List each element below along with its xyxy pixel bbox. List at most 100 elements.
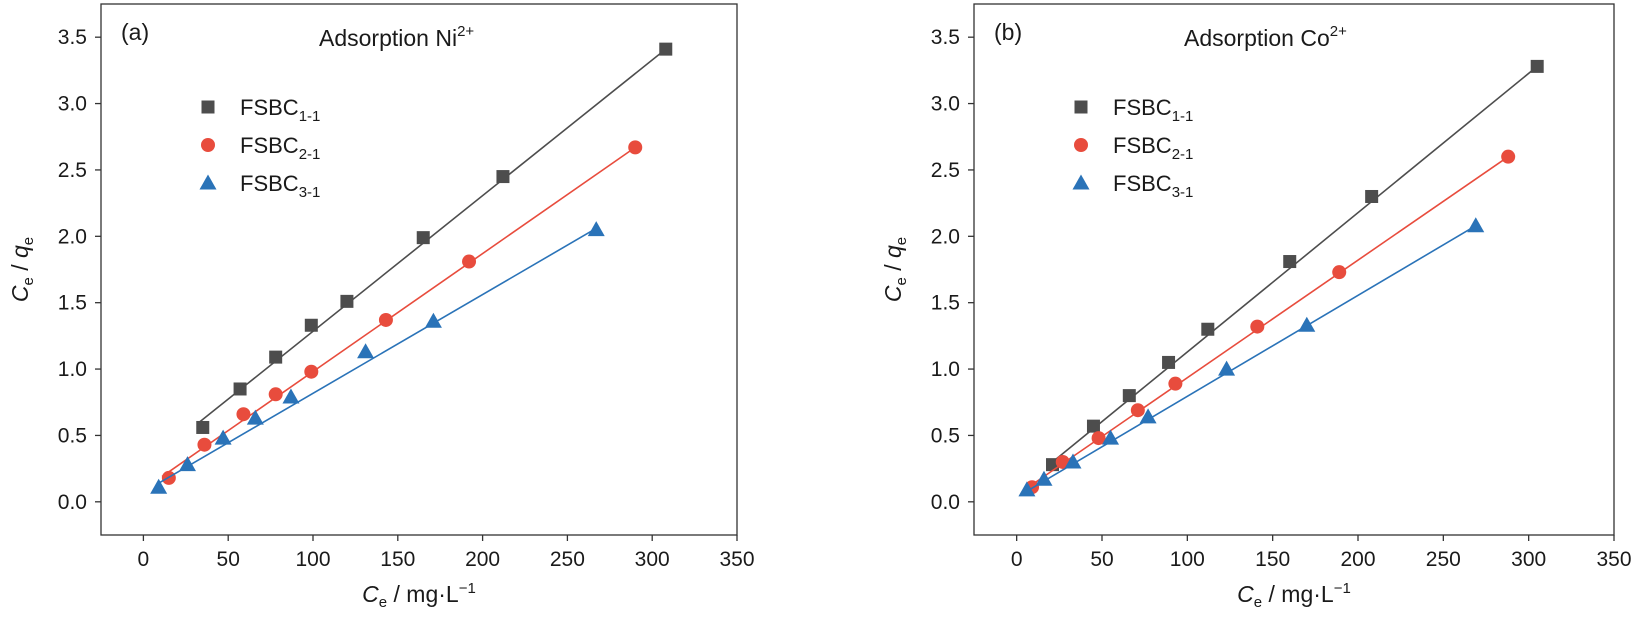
data-point (1122, 389, 1136, 403)
data-point (196, 420, 210, 434)
series-2-1 (161, 140, 643, 485)
x-tick-label: 0 (138, 548, 150, 571)
legend-label: FSBC3-1 (1113, 171, 1193, 201)
x-tick-label: 300 (635, 548, 670, 571)
data-point (1530, 59, 1544, 73)
fit-line (161, 146, 636, 478)
data-point (233, 382, 247, 396)
data-point (1086, 419, 1100, 433)
x-tick-label: 250 (1426, 548, 1461, 571)
data-point (1168, 376, 1183, 391)
legend-marker (1074, 100, 1088, 114)
y-tick-label: 3.0 (931, 93, 960, 116)
y-tick-label: 2.5 (58, 159, 87, 182)
data-point (268, 387, 283, 402)
data-point (659, 42, 673, 56)
y-axis-title: Ce / qe (7, 237, 37, 302)
legend-marker (199, 174, 217, 190)
data-point (462, 254, 477, 269)
x-tick-label: 200 (465, 548, 500, 571)
data-point (1250, 319, 1265, 334)
legend: FSBC1-1 FSBC2-1 FSBC3-1 (1072, 95, 1193, 201)
chart-title: Adsorption Ni2+ (319, 23, 474, 51)
x-tick-label: 100 (295, 548, 330, 571)
plot-frame (973, 3, 1615, 536)
panel-a: 0 50 100 150 200 250 300 350 0.0 0.5 1.0 1.5 2.0 2.5 3… (7, 3, 755, 611)
y-tick-label: 3.5 (931, 26, 960, 49)
y-tick-label: 0.5 (931, 424, 960, 447)
panel-label: (a) (121, 19, 149, 45)
series-1-1 (196, 42, 673, 434)
data-point (1218, 360, 1236, 376)
y-tick-label: 3.5 (58, 26, 87, 49)
data-point (1035, 470, 1053, 486)
data-point (1102, 429, 1120, 445)
x-tick-label: 150 (380, 548, 415, 571)
x-axis-title: Ce / mg·L−1 (362, 580, 476, 611)
data-point (214, 429, 232, 445)
data-point (424, 312, 442, 328)
data-point (378, 312, 393, 327)
data-point (357, 343, 375, 359)
x-tick-label: 250 (550, 548, 585, 571)
data-point (1018, 481, 1036, 497)
data-point (304, 364, 319, 379)
data-point (1298, 316, 1316, 332)
data-point (340, 294, 354, 308)
y-tick-label: 1.0 (58, 358, 87, 381)
x-tick-label: 100 (1170, 548, 1205, 571)
data-point (1283, 255, 1297, 269)
data-point (236, 407, 251, 422)
data-point (1201, 322, 1215, 336)
legend: FSBC1-1 FSBC2-1 FSBC3-1 (199, 95, 320, 201)
x-tick-label: 50 (1090, 548, 1113, 571)
data-point (197, 437, 212, 452)
series-2-1 (1025, 149, 1516, 495)
x-tick-label: 150 (1255, 548, 1290, 571)
data-point (1162, 355, 1176, 369)
data-point (1365, 189, 1379, 203)
x-tick-label: 350 (719, 548, 754, 571)
data-point (1139, 408, 1157, 424)
legend-marker (201, 100, 215, 114)
legend-label: FSBC1-1 (1113, 95, 1193, 125)
y-tick-label: 2.0 (58, 225, 87, 248)
data-point (416, 231, 430, 245)
data-point (628, 140, 643, 155)
chart-title: Adsorption Co2+ (1184, 23, 1347, 51)
legend-marker (1074, 138, 1088, 152)
series-1-1 (1046, 59, 1544, 472)
data-point (1130, 403, 1145, 418)
plot-frame (100, 3, 738, 536)
y-tick-label: 0.0 (58, 491, 87, 514)
x-axis-title: Ce / mg·L−1 (1237, 580, 1351, 611)
y-tick-label: 3.0 (58, 93, 87, 116)
legend-label: FSBC1-1 (240, 95, 320, 125)
data-point (1332, 265, 1347, 280)
panel-b: 0 50 100 150 200 250 300 350 0.0 0.5 1.0 1.5 2.0 2.5 3… (880, 3, 1632, 611)
y-tick-label: 0.5 (58, 424, 87, 447)
x-tick-label: 0 (1011, 548, 1023, 571)
y-tick-label: 2.0 (931, 225, 960, 248)
data-point (496, 170, 510, 184)
data-point (1064, 453, 1082, 469)
y-tick-label: 1.5 (931, 292, 960, 315)
y-tick-label: 1.5 (58, 292, 87, 315)
data-point (178, 456, 196, 472)
x-tick-label: 350 (1596, 548, 1631, 571)
series-3-1 (150, 221, 605, 494)
y-axis-title: Ce / qe (880, 237, 910, 302)
data-point (1501, 149, 1516, 164)
fit-line (158, 227, 597, 484)
fit-line (1026, 225, 1477, 492)
legend-label: FSBC2-1 (1113, 133, 1193, 163)
data-point (150, 478, 168, 494)
x-tick-label: 200 (1340, 548, 1375, 571)
series-3-1 (1018, 217, 1485, 497)
legend-label: FSBC2-1 (240, 133, 320, 163)
y-tick-label: 0.0 (931, 491, 960, 514)
data-point (1467, 217, 1485, 233)
data-point (246, 409, 264, 425)
legend-marker (201, 138, 215, 152)
